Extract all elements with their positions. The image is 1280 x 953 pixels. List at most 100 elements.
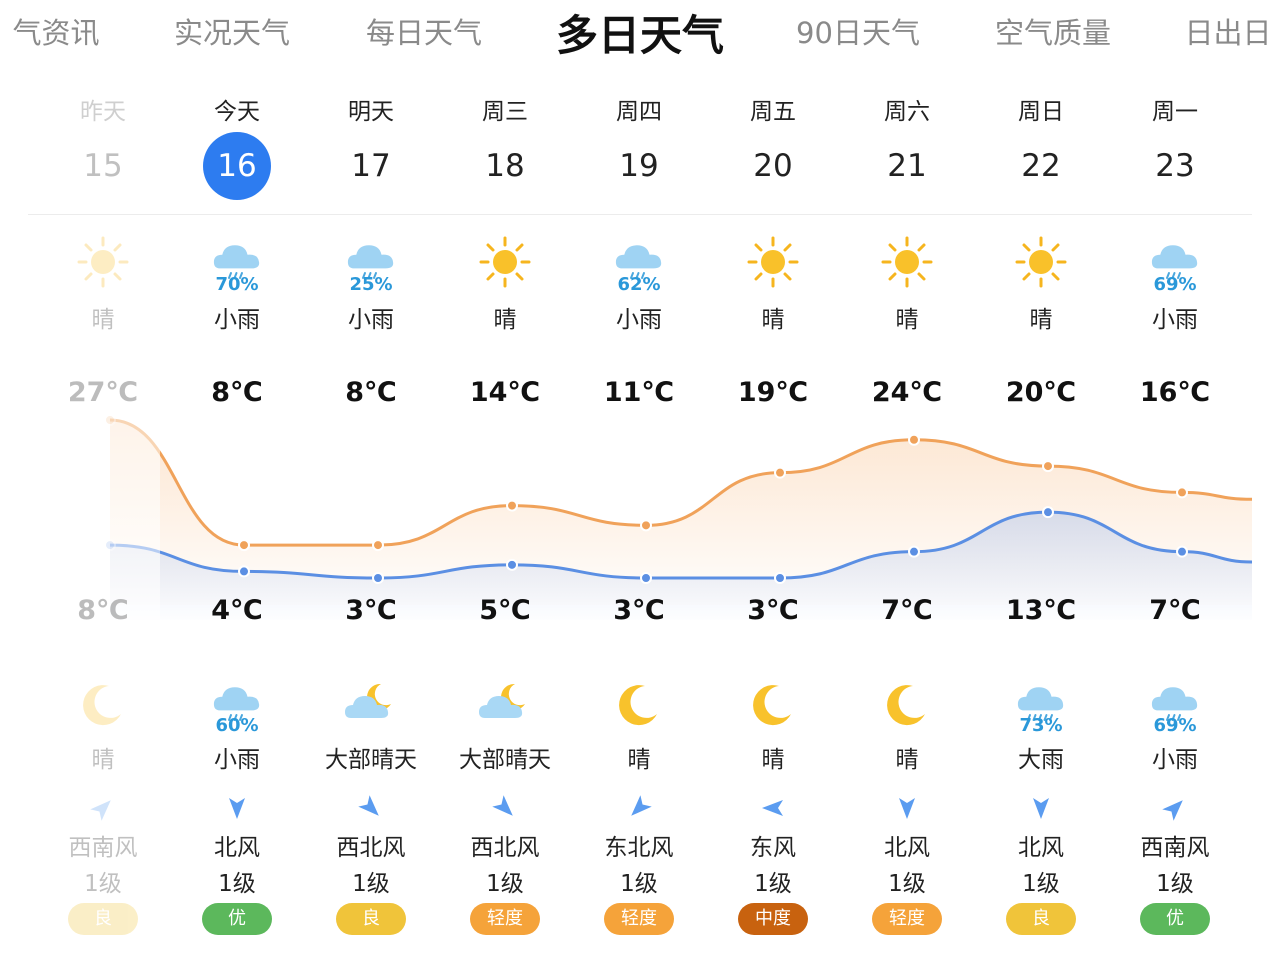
aqi-badge: 轻度 (840, 903, 974, 935)
day-column[interactable]: 周日 22 晴 20℃ 13℃ 73% 大雨 北风 1级 良 (974, 0, 1108, 953)
aqi-label: 轻度 (470, 903, 540, 935)
aqi-label: 轻度 (872, 903, 942, 935)
wind-direction: 东风 (750, 835, 796, 861)
moon-cloud-icon (438, 678, 572, 730)
high-temp: 27℃ (67, 377, 139, 408)
low-temp-point (908, 545, 920, 558)
date-number: 19 (572, 144, 706, 188)
aqi-badge: 良 (36, 903, 170, 935)
high-temp: 20℃ (1005, 377, 1077, 408)
low-temp: 4℃ (211, 595, 263, 626)
wind-level: 1级 (754, 871, 792, 897)
high-temp: 11℃ (603, 377, 675, 408)
wind-level: 1级 (84, 871, 122, 897)
weekday-label: 周日 (1018, 99, 1064, 125)
aqi-badge: 轻度 (572, 903, 706, 935)
day-precip-chance: 70% (215, 274, 259, 295)
date-number: 22 (974, 144, 1108, 188)
aqi-label: 中度 (738, 903, 808, 935)
aqi-badge: 优 (170, 903, 304, 935)
weekday-label: 周六 (884, 99, 930, 125)
header-divider (28, 214, 1252, 215)
night-precip-chance: 60% (215, 715, 259, 736)
day-column[interactable]: 周六 21 晴 24℃ 7℃ 晴 北风 1级 轻度 (840, 0, 974, 953)
low-temp-point (1176, 545, 1188, 558)
date-text: 19 (619, 148, 659, 184)
aqi-badge: 良 (304, 903, 438, 935)
day-column[interactable]: 周五 20 晴 19℃ 3℃ 晴 东风 1级 中度 (706, 0, 840, 953)
moon-icon (840, 678, 974, 730)
wind-direction: 北风 (1018, 835, 1064, 861)
aqi-label: 优 (1140, 903, 1210, 935)
day-precip-chance: 25% (349, 274, 393, 295)
weekday-label: 周五 (750, 99, 796, 125)
tab-news[interactable]: 气资讯 (12, 16, 100, 50)
night-precip-chance: 69% (1153, 715, 1197, 736)
day-column[interactable]: 周一 23 69% 小雨 16℃ 7℃ 69% 小雨 西南风 1级 优 (1108, 0, 1242, 953)
day-column[interactable]: 今天 16 70% 小雨 8℃ 4℃ 60% 小雨 北风 1级 优 (170, 0, 304, 953)
day-column[interactable]: 明天 17 25% 小雨 8℃ 3℃ 大部晴天 西北风 1级 良 (304, 0, 438, 953)
high-temp: 16℃ (1139, 377, 1211, 408)
low-temp: 13℃ (1005, 595, 1077, 626)
wind-level: 1级 (1156, 871, 1194, 897)
wind-level: 1级 (888, 871, 926, 897)
date-text: 17 (351, 148, 391, 184)
night-condition: 小雨 (1152, 747, 1198, 773)
wind-direction-icon (438, 793, 572, 823)
wind-direction-icon (572, 793, 706, 823)
tab-bar: 气资讯 实况天气 每日天气 多日天气 90日天气 空气质量 日出日 (0, 0, 1280, 62)
tab-90-day-weather[interactable]: 90日天气 (796, 16, 920, 50)
high-temp: 19℃ (737, 377, 809, 408)
tab-daily-weather[interactable]: 每日天气 (365, 16, 483, 50)
high-temp-point (640, 519, 652, 532)
wind-direction: 西北风 (470, 835, 540, 861)
weekday-label: 周三 (482, 99, 528, 125)
heavy-rain-icon (974, 678, 1108, 730)
moon-icon (706, 678, 840, 730)
date-number: 15 (36, 144, 170, 188)
light-rain-icon (304, 236, 438, 288)
high-temp-line (109, 418, 1253, 547)
low-temp: 3℃ (345, 595, 397, 626)
aqi-label: 良 (1006, 903, 1076, 935)
low-temp: 7℃ (1149, 595, 1201, 626)
wind-level: 1级 (352, 871, 390, 897)
day-column[interactable]: 周四 19 62% 小雨 11℃ 3℃ 晴 东北风 1级 轻度 (572, 0, 706, 953)
aqi-badge: 优 (1108, 903, 1242, 935)
wind-direction-icon (1108, 793, 1242, 823)
temperature-chart (0, 400, 1253, 620)
day-condition: 晴 (1029, 307, 1053, 333)
sun-icon (974, 236, 1108, 288)
low-temp-point (640, 572, 652, 584)
high-temp-point (1042, 460, 1054, 473)
day-column[interactable]: 周三 18 晴 14℃ 5℃ 大部晴天 西北风 1级 轻度 (438, 0, 572, 953)
aqi-badge: 良 (974, 903, 1108, 935)
low-temp: 3℃ (747, 595, 799, 626)
tab-sunrise-sunset[interactable]: 日出日 (1184, 16, 1272, 50)
tab-live-weather[interactable]: 实况天气 (173, 16, 291, 50)
night-precip-chance: 73% (1019, 715, 1063, 736)
low-temp: 8℃ (77, 595, 129, 626)
tab-air-quality[interactable]: 空气质量 (994, 16, 1112, 50)
night-condition: 大雨 (1018, 747, 1064, 773)
weekday-label: 周一 (1152, 99, 1198, 125)
wind-direction: 西南风 (68, 835, 138, 861)
day-condition: 小雨 (1152, 307, 1198, 333)
aqi-label: 良 (336, 903, 406, 935)
low-temp-line (109, 510, 1253, 580)
high-temp: 24℃ (871, 377, 943, 408)
high-temp: 14℃ (469, 377, 541, 408)
wind-direction: 西北风 (336, 835, 406, 861)
sun-icon (36, 236, 170, 288)
low-temp: 5℃ (479, 595, 531, 626)
low-temp-point (238, 565, 250, 578)
date-number: 17 (304, 144, 438, 188)
moon-icon (572, 678, 706, 730)
moon-icon (36, 678, 170, 730)
date-text: 20 (753, 148, 793, 184)
day-column[interactable]: 昨天 15 晴 27℃ 8℃ 晴 西南风 1级 良 (36, 0, 170, 953)
low-temp-point (774, 572, 786, 584)
tab-multi-day-weather[interactable]: 多日天气 (555, 11, 725, 60)
night-condition: 小雨 (214, 747, 260, 773)
night-condition: 晴 (895, 747, 919, 773)
